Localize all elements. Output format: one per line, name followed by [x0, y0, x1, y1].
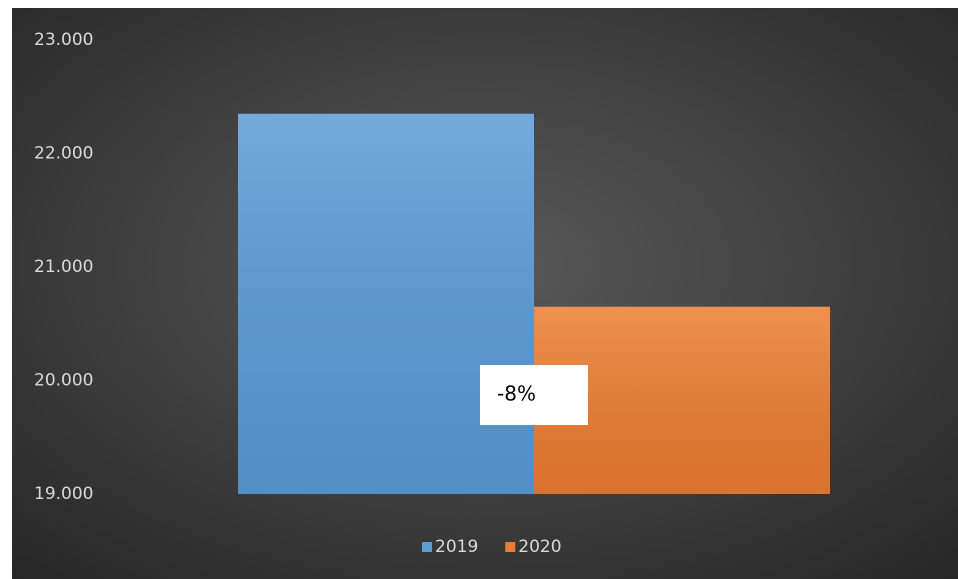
y-tick-label: 20.000: [34, 371, 93, 391]
legend-label: 2019: [435, 537, 478, 557]
bar-sheen: [238, 113, 534, 495]
legend-label: 2020: [518, 537, 561, 557]
legend-swatch: [505, 542, 516, 552]
y-tick-label: 21.000: [34, 257, 93, 277]
y-tick-label: 22.000: [34, 144, 93, 164]
annotation-box: [480, 365, 588, 425]
y-tick-label: 23.000: [34, 30, 93, 50]
y-tick-label: 19.000: [34, 484, 93, 504]
annotation: -8%: [497, 382, 536, 406]
legend-swatch: [422, 542, 432, 552]
